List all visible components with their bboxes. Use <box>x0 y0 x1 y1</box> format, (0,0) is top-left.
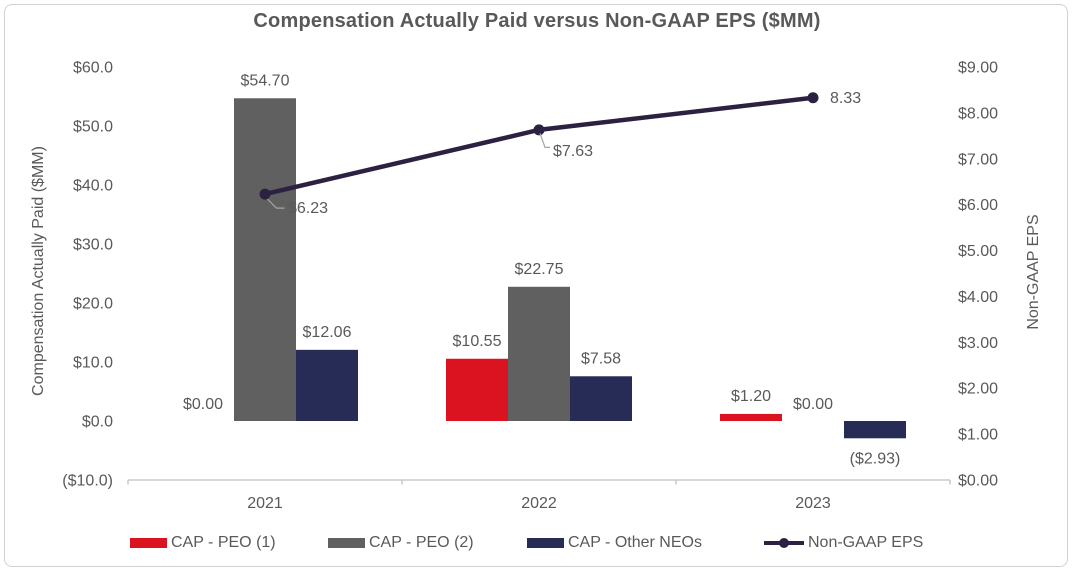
right-axis-tick-label: $7.00 <box>958 151 998 168</box>
right-axis-tick-label: $8.00 <box>958 105 998 122</box>
bar-data-label: $22.75 <box>515 261 564 278</box>
right-axis-tick-label: $3.00 <box>958 335 998 352</box>
right-axis-tick-label: $6.00 <box>958 197 998 214</box>
bar-data-label: $10.55 <box>453 333 502 350</box>
left-axis-tick-label: $60.0 <box>73 60 113 77</box>
left-axis-tick-label: $30.0 <box>73 237 113 254</box>
bar-data-label: $7.58 <box>581 350 621 367</box>
left-axis-tick-label: $50.0 <box>73 119 113 136</box>
eps-data-label: $6.23 <box>288 200 328 217</box>
category-label: 2023 <box>795 495 831 512</box>
eps-line <box>262 95 816 197</box>
left-axis-tick-label: $10.0 <box>73 355 113 372</box>
bar <box>844 421 906 439</box>
bar-data-label: $0.00 <box>183 396 223 413</box>
left-axis-tick-label: $20.0 <box>73 296 113 313</box>
bar-data-label: $1.20 <box>731 388 771 405</box>
left-axis-tick-label: ($10.0) <box>62 473 113 490</box>
right-axis-tick-label: $2.00 <box>958 381 998 398</box>
category-label: 2021 <box>247 495 283 512</box>
bar-data-label: $0.00 <box>793 396 833 413</box>
bar <box>570 376 632 421</box>
eps-marker <box>533 124 545 136</box>
right-axis-tick-label: $0.00 <box>958 473 998 490</box>
bar <box>720 413 782 421</box>
bar-data-label: $12.06 <box>303 324 352 341</box>
eps-marker <box>259 188 271 200</box>
left-axis-tick-label: $40.0 <box>73 178 113 195</box>
right-axis-tick-label: $4.00 <box>958 289 998 306</box>
eps-marker <box>807 92 819 104</box>
eps-data-label: $7.63 <box>553 143 593 160</box>
bar-data-label: $54.70 <box>241 72 290 89</box>
bar <box>508 286 570 421</box>
right-axis-tick-label: $5.00 <box>958 243 998 260</box>
category-label: 2022 <box>521 495 557 512</box>
bar-data-label: ($2.93) <box>850 450 901 467</box>
bar <box>296 349 358 421</box>
bar <box>234 98 296 422</box>
right-axis-tick-label: $1.00 <box>958 427 998 444</box>
right-axis-tick-label: $9.00 <box>958 60 998 77</box>
eps-data-label: 8.33 <box>830 90 861 107</box>
label-leader-line <box>267 198 285 209</box>
chart-title: Compensation Actually Paid versus Non-GA… <box>253 10 821 32</box>
left-axis-tick-label: $0.0 <box>82 414 113 431</box>
bar <box>446 358 508 421</box>
label-leader-line <box>539 133 550 148</box>
